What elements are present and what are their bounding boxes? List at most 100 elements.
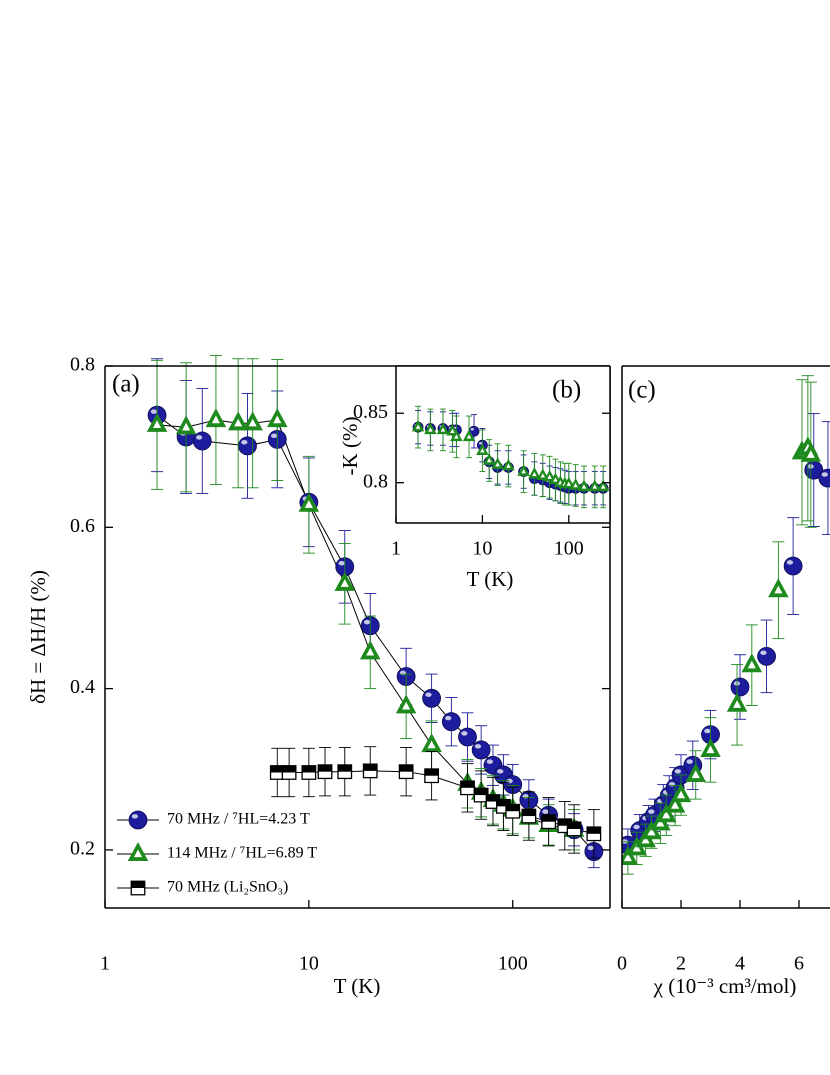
legend: 70 MHz / ⁷HL=4.23 T 114 MHz / ⁷HL=6.89 T 7… <box>117 810 317 896</box>
x-tick-label: 1 <box>391 538 401 560</box>
triangle-inner <box>676 790 686 799</box>
triangle-inner <box>600 484 606 489</box>
marker <box>424 422 437 435</box>
square-half <box>522 809 536 817</box>
triangle-inner <box>647 827 656 836</box>
marker <box>536 468 550 481</box>
y-tick-label: 0.85 <box>353 401 388 423</box>
marker <box>298 492 320 512</box>
square-half <box>399 764 413 772</box>
circle-marker <box>783 556 803 576</box>
marker <box>818 468 830 488</box>
marker <box>566 821 582 837</box>
y-tick-label: 0.8 <box>363 470 388 492</box>
legend-label: 70 MHz (Li₂SnO₃) <box>167 879 288 896</box>
marker <box>783 556 803 576</box>
legend-marker <box>127 842 149 862</box>
circle-marker <box>238 436 257 456</box>
marker <box>334 571 356 591</box>
plot-area <box>622 375 830 875</box>
marker <box>424 768 440 784</box>
marker <box>458 727 477 747</box>
marker <box>436 422 450 435</box>
triangle-inner <box>641 835 650 844</box>
triangle-inner <box>774 585 783 594</box>
marker <box>146 412 168 432</box>
y-axis-label: -K (%) <box>338 417 362 476</box>
marker <box>281 765 297 780</box>
marker <box>460 780 475 796</box>
panel: 1 10 100 0.2 0.4 0.6 0.8 (a) T (K) δH = ΔH/H (%) 7… <box>26 354 611 998</box>
x-axis-label: χ (10⁻³ cm³/mol) <box>653 974 797 998</box>
triangle-inner <box>581 484 587 489</box>
marker <box>700 737 721 757</box>
marker <box>411 419 425 432</box>
marker-highlight <box>425 692 432 697</box>
circle-marker <box>192 431 212 451</box>
marker <box>398 764 414 780</box>
marker <box>562 476 576 489</box>
plot-area <box>146 355 604 869</box>
x-axis-label: T (K) <box>334 974 381 998</box>
marker <box>586 826 602 842</box>
triangle-inner <box>521 469 526 474</box>
triangle-inner <box>532 471 537 477</box>
marker <box>517 464 530 476</box>
marker-highlight <box>542 809 549 814</box>
x-tick-label: 100 <box>498 953 528 975</box>
marker-highlight <box>648 809 655 814</box>
panel: 0 2 4 6 (c) χ (10⁻³ cm³/mol) <box>617 365 830 998</box>
square-half <box>474 788 488 796</box>
marker <box>462 429 476 442</box>
square-half <box>587 827 601 834</box>
x-tick-label: 100 <box>554 538 584 560</box>
marker-highlight <box>821 472 828 477</box>
square-half <box>486 794 500 802</box>
marker-highlight <box>445 715 452 721</box>
marker <box>337 764 353 780</box>
triangle-inner <box>366 647 375 656</box>
marker <box>726 692 748 712</box>
x-axis-label: T (K) <box>467 567 514 591</box>
square-half <box>424 768 439 776</box>
marker <box>395 694 417 714</box>
marker <box>741 653 763 673</box>
square-half <box>558 818 572 826</box>
marker <box>543 469 556 482</box>
triangle-inner <box>480 448 485 453</box>
marker <box>441 712 461 732</box>
marker <box>359 640 381 660</box>
y-tick-label: 0.2 <box>70 838 95 860</box>
marker <box>730 677 750 697</box>
marker <box>596 479 610 492</box>
marker-highlight <box>633 824 640 830</box>
triangle-inner <box>211 415 220 424</box>
marker <box>175 415 197 435</box>
marker-highlight <box>474 744 482 749</box>
triangle-inner <box>747 660 756 669</box>
square-half <box>541 814 556 822</box>
marker-highlight <box>686 759 693 764</box>
triangle-inner <box>440 427 446 432</box>
marker <box>577 479 591 492</box>
square-half <box>318 764 332 772</box>
triangle-inner <box>623 853 632 862</box>
triangle-inner <box>234 418 243 427</box>
marker-highlight <box>760 650 767 656</box>
marker <box>205 408 227 428</box>
triangle-inner <box>428 427 433 432</box>
marker <box>476 443 489 456</box>
x-tick-label: 1 <box>100 953 110 975</box>
triangle-inner <box>152 420 162 429</box>
panel: 1 10 100 0.8 0.85 (b) T (K) -K (%) <box>338 365 611 591</box>
x-tick-label: 6 <box>794 953 804 975</box>
square-half <box>505 804 520 812</box>
marker-highlight <box>497 769 504 774</box>
marker <box>362 763 378 779</box>
square-half <box>496 799 511 807</box>
square-half <box>282 765 296 773</box>
marker <box>521 808 537 824</box>
square-half <box>302 765 316 773</box>
x-tick-label: 4 <box>735 953 745 975</box>
